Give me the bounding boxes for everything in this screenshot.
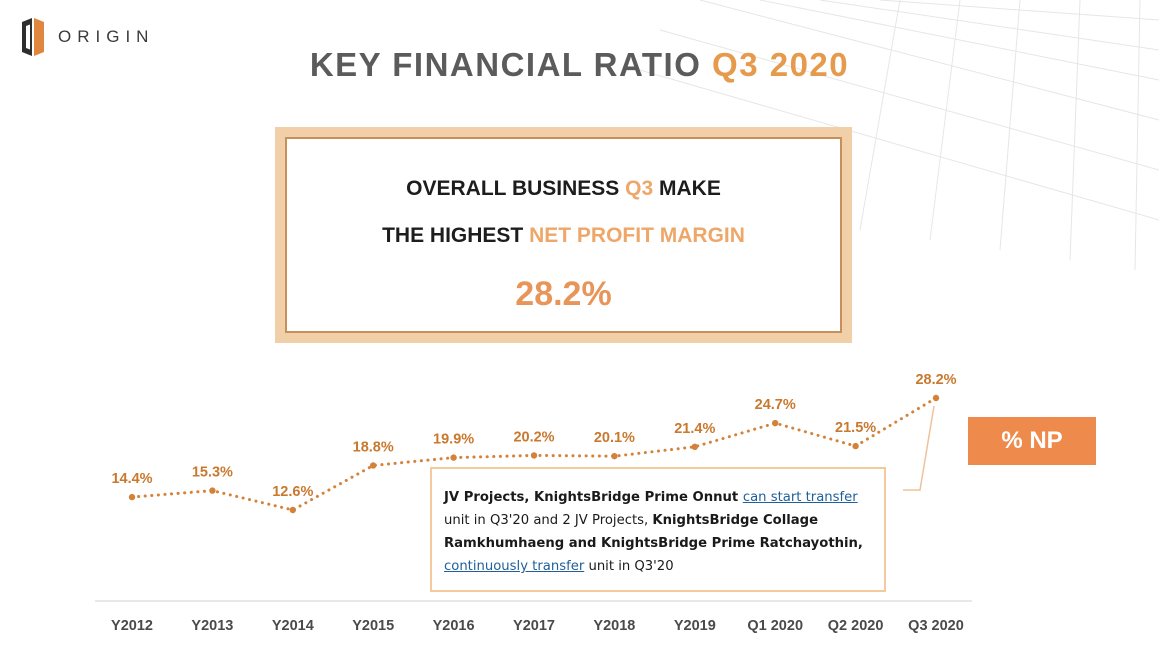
page-title-main: KEY FINANCIAL RATIO [309,46,713,83]
x-tick-label: Y2017 [513,618,555,634]
data-point [530,452,538,459]
x-tick-label: Y2018 [593,618,635,634]
origin-logo-mark-icon [22,18,44,56]
data-label: 28.2% [915,372,956,388]
note-text-bold: JV Projects, KnightsBridge Prime Onnut [444,490,743,505]
data-label: 18.8% [353,439,394,455]
highlight-line-1: OVERALL BUSINESS Q3 MAKE [287,177,840,201]
data-label: 20.1% [594,430,635,446]
highlight-box: OVERALL BUSINESS Q3 MAKE THE HIGHEST NET… [285,137,842,333]
x-tick-label: Y2013 [191,618,233,634]
data-label: 14.4% [111,471,152,487]
data-label: 15.3% [192,465,233,481]
x-tick-label: Y2015 [352,618,394,634]
page-title: KEY FINANCIAL RATIO Q3 2020 [0,46,1159,84]
data-label: 24.7% [755,397,796,413]
highlight-text: THE HIGHEST [382,224,530,247]
data-label: 20.2% [513,429,554,445]
data-point [611,452,618,460]
data-point [128,493,136,501]
data-label: 19.9% [433,432,474,448]
x-tick-label: Q1 2020 [747,618,803,634]
highlight-accent-text: Q3 [625,177,654,200]
data-label: 21.4% [674,421,715,437]
note-link-continuously-transfer[interactable]: continuously transfer [444,559,585,574]
highlight-accent-text: NET PROFIT MARGIN [529,224,745,247]
x-tick-label: Y2019 [674,618,716,634]
annotation-connector [903,405,935,491]
highlight-line-2: THE HIGHEST NET PROFIT MARGIN [287,224,840,248]
data-point [209,487,216,494]
highlight-value: 28.2% [515,275,612,313]
data-point [772,419,779,427]
data-label: 12.6% [272,484,313,500]
logo-text: ORIGIN [58,27,155,46]
note-text: unit in Q3'20 [584,559,674,574]
annotation-note: JV Projects, KnightsBridge Prime Onnut c… [430,467,886,592]
np-legend-badge: % NP [968,417,1096,465]
x-tick-label: Q2 2020 [828,618,884,634]
x-tick-label: Y2016 [433,618,475,634]
data-point [370,462,377,469]
x-tick-label: Q3 2020 [908,618,964,634]
highlight-text: OVERALL BUSINESS [406,177,626,200]
x-tick-label: Y2012 [111,618,153,634]
data-point [691,443,698,451]
highlight-text: MAKE [653,177,721,200]
data-point [450,454,457,461]
data-point [852,442,859,450]
origin-logo: ORIGIN [20,18,154,56]
note-text-bold: KnightsBridge Collage Ramkhumhaeng and K… [444,513,863,551]
x-tick-label: Y2014 [272,618,314,634]
note-text: unit in Q3'20 and 2 JV Projects, [444,513,653,528]
page-title-accent: Q3 2020 [712,46,850,83]
data-point [289,506,296,514]
data-label: 21.5% [835,420,876,436]
data-point [932,394,940,402]
highlight-frame: OVERALL BUSINESS Q3 MAKE THE HIGHEST NET… [275,127,852,343]
note-link-can-start-transfer[interactable]: can start transfer [742,490,858,505]
